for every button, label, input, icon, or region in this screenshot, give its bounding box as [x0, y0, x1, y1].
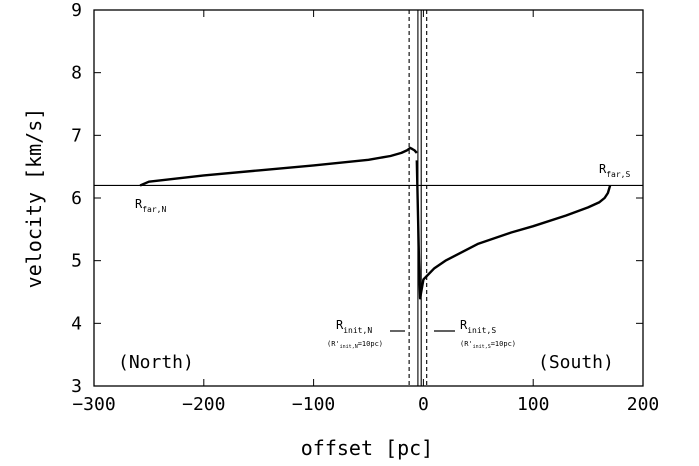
y-tick-label: 7 [71, 125, 82, 146]
label-r-far-s: Rfar,S [599, 162, 631, 179]
x-axis-title: offset [pc] [301, 436, 433, 460]
label-r-init-n: Rinit,N [336, 318, 372, 335]
y-tick-label: 3 [71, 376, 82, 397]
velocity-curve-2 [415, 160, 612, 300]
y-tick-label: 4 [71, 313, 82, 334]
label-r-init-s: Rinit,S [460, 318, 496, 335]
axis-ticks: −300 −200 −100 0 100 200 3 4 5 6 7 8 9 [71, 0, 659, 415]
label-r-far-n: Rfar,N [135, 197, 167, 214]
velocity-curve-1 [139, 146, 418, 187]
velocity-curves [139, 146, 612, 300]
y-axis-title: velocity [km/s] [22, 108, 46, 289]
note-r-init-n: (R'init,N=10pc) [327, 340, 383, 350]
note-r-init-s: (R'init,S=10pc) [460, 340, 516, 350]
x-tick-label: −100 [292, 394, 335, 415]
x-tick-label: −200 [182, 394, 225, 415]
y-tick-label: 5 [71, 251, 82, 272]
x-tick-label: 200 [627, 394, 660, 415]
x-tick-label: −300 [72, 394, 115, 415]
y-tick-label: 6 [71, 188, 82, 209]
x-tick-label: 100 [517, 394, 550, 415]
region-label-south: (South) [538, 352, 614, 373]
x-tick-label: 0 [418, 394, 429, 415]
region-label-north: (North) [118, 352, 194, 373]
y-tick-label: 9 [71, 0, 82, 21]
y-tick-label: 8 [71, 63, 82, 84]
